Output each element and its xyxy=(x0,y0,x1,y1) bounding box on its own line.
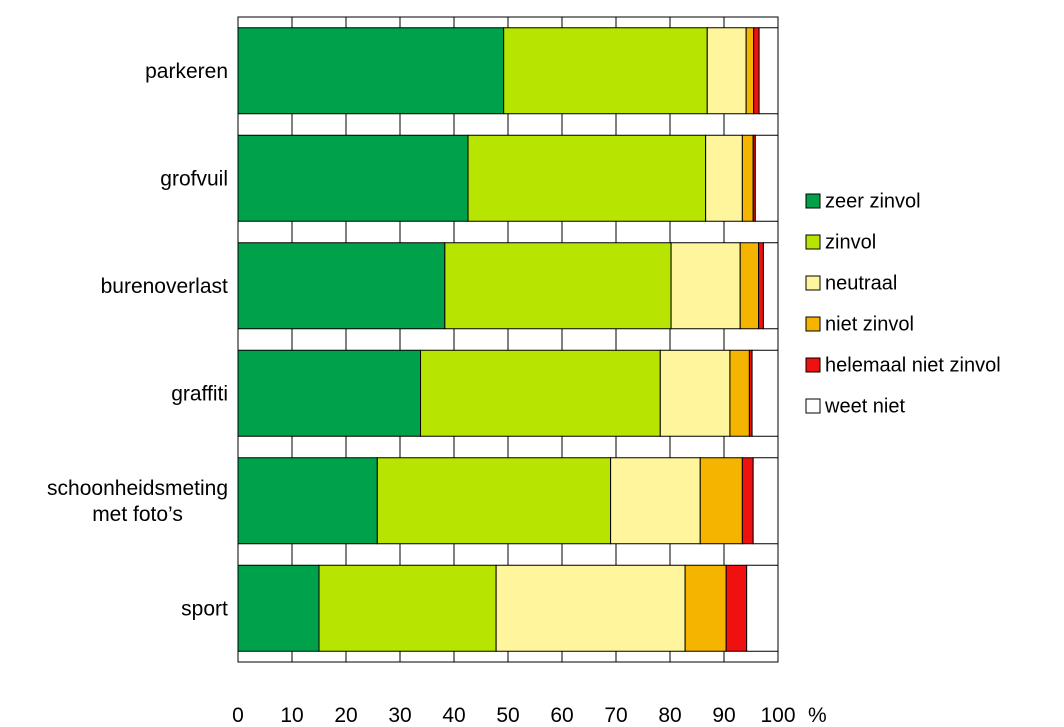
bar-segment xyxy=(758,27,779,115)
bar-segment xyxy=(237,457,378,545)
legend-swatch xyxy=(805,275,821,291)
bar-segment xyxy=(444,242,672,330)
bar-segment xyxy=(699,457,743,545)
category-label: burenoverlast xyxy=(101,275,228,298)
bar-segment xyxy=(318,564,497,652)
bar-segment xyxy=(729,349,750,437)
legend-swatch xyxy=(805,398,821,414)
legend-swatch xyxy=(805,316,821,332)
legend-label: weet niet xyxy=(824,396,905,418)
bar-segment xyxy=(739,242,760,330)
x-axis-ticks: 0 10 20 30 40 50 60 70 80 90 100% xyxy=(232,704,827,727)
bar-segment xyxy=(237,564,320,652)
plot-frame xyxy=(237,16,779,663)
legend: zeer zinvol zinvol neutraal niet zinvol hele… xyxy=(805,191,1001,418)
bar-segment xyxy=(503,27,708,115)
bar-segment xyxy=(725,564,748,652)
bar-segment xyxy=(237,134,469,222)
x-tick-label: 70 xyxy=(604,704,627,727)
bar-segment xyxy=(659,349,731,437)
bar-segment xyxy=(746,564,779,652)
x-axis-unit: % xyxy=(808,704,827,727)
category-label: sport xyxy=(181,597,228,620)
bar-segment xyxy=(684,564,727,652)
bar-segment xyxy=(754,134,779,222)
x-tick-label: 60 xyxy=(550,704,573,727)
bar-segment xyxy=(753,27,760,115)
bar-segment xyxy=(610,457,701,545)
legend-swatch xyxy=(805,193,821,209)
x-tick-label: 100 xyxy=(760,704,795,727)
x-tick-label: 10 xyxy=(280,704,303,727)
legend-label: zinvol xyxy=(825,232,876,254)
legend-swatch xyxy=(805,357,821,373)
bar-segment xyxy=(237,349,422,437)
category-label: schoonheidsmeting met foto’s xyxy=(47,477,228,526)
category-label: graffiti xyxy=(171,382,228,405)
bar-segment xyxy=(705,134,743,222)
bar-segment xyxy=(495,564,686,652)
bar-segment xyxy=(706,27,747,115)
legend-label: neutraal xyxy=(825,273,897,295)
x-tick-label: 30 xyxy=(388,704,411,727)
x-tick-label: 80 xyxy=(658,704,681,727)
legend-label: niet zinvol xyxy=(825,314,914,336)
bar-segment xyxy=(376,457,612,545)
bar-segment xyxy=(741,457,754,545)
legend-swatch xyxy=(805,234,821,250)
grid xyxy=(237,17,779,662)
bar-segment xyxy=(745,27,755,115)
bar-segment xyxy=(752,457,779,545)
bar-segment xyxy=(762,242,779,330)
bar-segment xyxy=(741,134,754,222)
bar-segment xyxy=(758,242,764,330)
legend-label: zeer zinvol xyxy=(825,191,921,213)
x-tick-label: 20 xyxy=(334,704,357,727)
bar-segment xyxy=(237,27,505,115)
bar-segment xyxy=(751,349,779,437)
category-label: grofvuil xyxy=(160,167,228,190)
bars xyxy=(237,27,779,652)
category-labels: parkeren grofvuil burenoverlast graffiti sch… xyxy=(47,60,228,621)
x-tick-label: 50 xyxy=(496,704,519,727)
x-tick-label: 40 xyxy=(442,704,465,727)
x-tick-label: 90 xyxy=(712,704,735,727)
bar-segment xyxy=(237,242,446,330)
x-tick-label: 0 xyxy=(232,704,244,727)
bar-segment xyxy=(420,349,661,437)
bar-segment xyxy=(670,242,741,330)
category-label: parkeren xyxy=(145,60,228,83)
bar-segment xyxy=(467,134,707,222)
legend-label: helemaal niet zinvol xyxy=(825,355,1001,377)
plot-border xyxy=(237,16,779,663)
